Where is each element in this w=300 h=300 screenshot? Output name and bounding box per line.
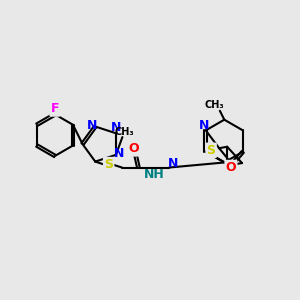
Text: NH: NH	[144, 168, 165, 181]
Text: N: N	[168, 158, 178, 170]
Text: N: N	[199, 118, 209, 131]
Text: O: O	[129, 142, 139, 155]
Text: S: S	[104, 158, 113, 171]
Text: F: F	[51, 103, 59, 116]
Text: N: N	[86, 118, 97, 131]
Text: N: N	[111, 122, 121, 134]
Text: N: N	[114, 147, 124, 160]
Text: CH₃: CH₃	[114, 127, 134, 137]
Text: O: O	[226, 161, 236, 174]
Text: CH₃: CH₃	[204, 100, 224, 110]
Text: S: S	[207, 144, 216, 157]
